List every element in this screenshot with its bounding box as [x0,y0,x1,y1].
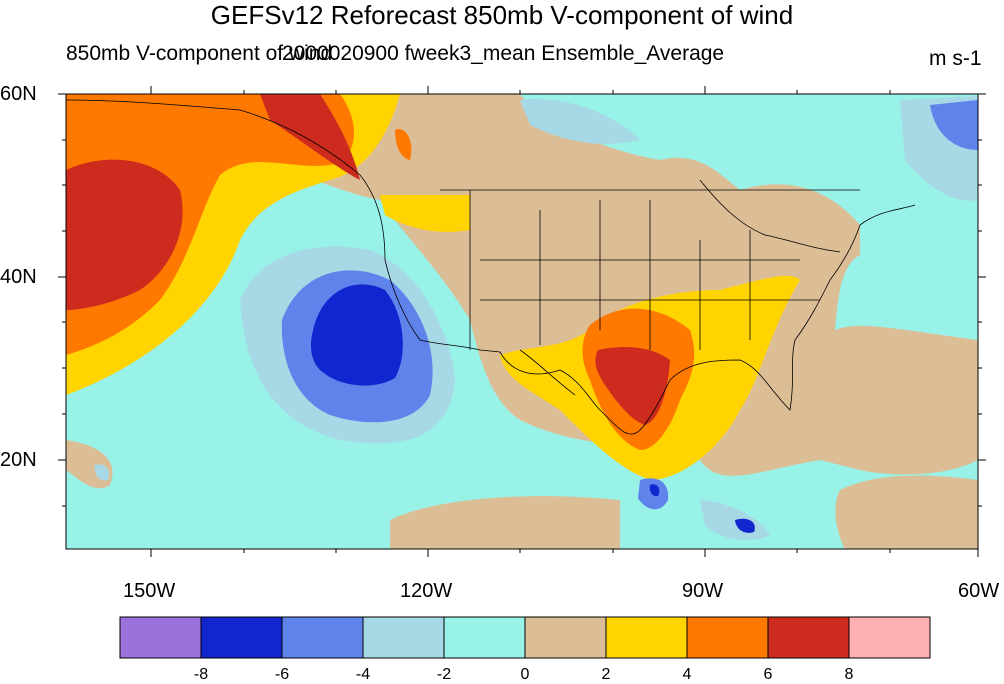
colorbar-swatch [605,616,688,659]
contour-field [66,94,978,549]
coastlines [66,99,916,435]
colorbar-swatch [362,616,445,659]
colorbar-swatch [767,616,850,659]
contour-8-alaska-coast [260,94,360,180]
left-subtitle: 850mb V-component of wind [66,42,333,65]
contour-neg-hawaii [94,464,110,481]
contour-8-texas [595,347,670,425]
colorbar-tick-label: 8 [844,666,854,683]
center-subtitle: 2000020900 fweek3_mean Ensemble_Average [282,42,725,65]
colorbar-swatch [119,616,202,659]
contour-2-4-tropics [390,496,620,549]
contour-4-6-northwest [380,195,470,232]
colorbar-tick-label: -2 [436,666,452,683]
contour-6-8-canada-small [395,129,412,160]
contour-neg2-0-canada [520,99,640,145]
lon-label-60w: 60W [958,580,1000,602]
contour-2-4-atlantic-south [835,475,978,549]
colorbar-tick-label: 0 [520,666,530,683]
contour-neg-small-4 [735,518,755,533]
colorbar-tick-label: -4 [355,666,371,683]
colorbar-swatch [686,616,769,659]
lon-label-90w: 90W [682,580,724,602]
contour-neg-small-2 [649,484,660,497]
units-label: m s-1 [929,47,982,70]
colorbar-tick-label: 6 [763,666,773,683]
map-title: GEFSv12 Reforecast 850mb V-component of … [210,0,794,30]
colorbar-swatch [524,616,607,659]
contour-neg8-neg6 [310,284,403,386]
colorbar-swatch [200,616,283,659]
axis-ticks [58,86,986,557]
contour-neg-labrador [930,100,978,150]
colorbar-swatch [281,616,364,659]
lat-label-60n: 60N [0,83,37,105]
lat-label-40n: 40N [0,266,37,288]
colorbar [119,616,931,659]
colorbar-tick-label: -6 [274,666,290,683]
contour-8-pacific [66,159,183,310]
colorbar-tick-label: 4 [682,666,692,683]
colorbar-tick-label: 2 [601,666,611,683]
colorbar-tick-label: -8 [193,666,209,683]
colorbar-swatch [848,616,931,659]
lon-label-120w: 120W [400,580,453,602]
lon-label-150w: 150W [123,580,176,602]
colorbar-swatch [443,616,526,659]
lat-label-20n: 20N [0,449,37,471]
